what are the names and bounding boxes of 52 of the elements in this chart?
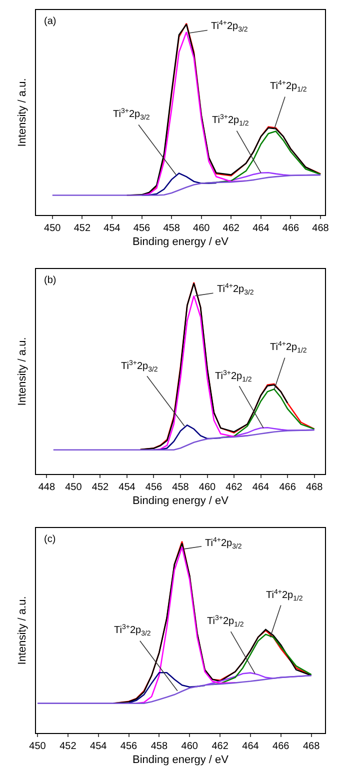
annotation: Ti$^{4+}$2p$_{3/2}$: [211, 20, 248, 34]
annotation: Ti$^{3+}$2p$_{3/2}$: [113, 108, 150, 122]
annotation: Ti$^{4+}$2p$_{1/2}$: [270, 341, 307, 354]
annotation: Ti$^{4+}$2p$_{1/2}$: [266, 589, 303, 602]
x-tick-label: 466: [279, 482, 296, 493]
x-tick-label: 464: [242, 741, 260, 752]
y-axis-title: Intensity / a.u.: [16, 78, 29, 147]
annotation: (c): [44, 534, 56, 545]
x-tick-label: 456: [145, 482, 163, 493]
x-tick-label: 458: [150, 741, 168, 752]
x-tick-label: 452: [92, 482, 109, 493]
x-tick-label: 458: [163, 223, 180, 234]
x-tick-label: 462: [212, 741, 229, 752]
x-tick-label: 448: [38, 482, 56, 493]
x-tick-label: 454: [90, 741, 108, 752]
x-tick-label: 458: [172, 482, 190, 493]
annotation: Ti$^{3+}$2p$_{1/2}$: [215, 370, 252, 384]
annotation: Ti$^{3+}$2p$_{3/2}$: [114, 624, 151, 638]
annotation: (b): [44, 275, 56, 286]
x-tick-label: 454: [104, 223, 121, 234]
x-tick-label: 450: [65, 482, 82, 493]
x-axis-title: Binding energy / eV: [132, 754, 230, 766]
x-tick-label: 456: [133, 223, 151, 234]
x-tick-label: 464: [252, 223, 270, 234]
y-axis-title: Intensity / a.u.: [16, 596, 29, 665]
x-tick-label: 452: [74, 223, 91, 234]
x-tick-label: 462: [226, 482, 243, 493]
x-tick-label: 466: [282, 223, 300, 234]
annotation: Ti$^{4+}$2p$_{3/2}$: [217, 283, 254, 296]
y-axis-title: Intensity / a.u.: [16, 337, 29, 406]
x-tick-label: 460: [181, 741, 198, 752]
x-tick-label: 450: [29, 741, 46, 752]
x-tick-label: 456: [120, 741, 138, 752]
annotation: Ti$^{3+}$2p$_{1/2}$: [212, 114, 249, 128]
x-tick-label: 450: [44, 223, 62, 234]
x-tick-label: 468: [312, 223, 330, 234]
x-tick-label: 462: [222, 223, 240, 234]
annotation: Ti$^{4+}$2p$_{1/2}$: [270, 80, 307, 94]
x-axis-title: Binding energy / eV: [132, 236, 230, 248]
x-tick-label: 460: [198, 482, 216, 493]
x-tick-label: 468: [302, 741, 320, 752]
x-tick-label: 468: [306, 482, 324, 493]
x-axis-title: Binding energy / eV: [132, 495, 230, 508]
x-tick-label: 466: [272, 741, 290, 752]
annotation: Ti$^{3+}$2p$_{1/2}$: [207, 615, 244, 628]
annotation: Ti$^{3+}$2p$_{3/2}$: [121, 360, 158, 374]
annotation: (a): [44, 16, 56, 27]
x-tick-label: 454: [118, 482, 136, 493]
x-tick-label: 464: [252, 482, 270, 493]
annotation: Ti$^{4+}$2p$_{3/2}$: [205, 537, 242, 550]
x-tick-label: 452: [60, 741, 77, 752]
x-tick-label: 460: [193, 223, 210, 234]
